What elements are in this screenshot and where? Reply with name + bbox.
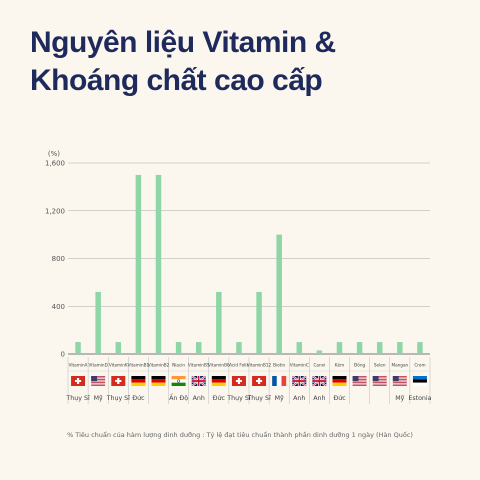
category-label: VitaminB6 — [208, 363, 230, 368]
page-title: Nguyên liệu Vitamin & Khoáng chất cao cấ… — [30, 24, 460, 100]
y-tick-label: 1,200 — [45, 207, 65, 215]
uk-flag-icon — [291, 375, 307, 387]
y-tick-label: 0 — [61, 351, 65, 359]
origin-label: Mỹ — [275, 394, 284, 402]
origin-label: Đức — [132, 394, 145, 402]
category-label: Đồng — [354, 363, 365, 368]
bar — [155, 174, 162, 354]
category-label: Mangan — [391, 363, 408, 368]
origin-label: Estonia — [408, 395, 431, 402]
estonia-flag-icon — [412, 376, 427, 386]
germany-flag-icon — [211, 376, 226, 386]
france-flag-icon — [272, 376, 287, 386]
origin-label: Anh — [293, 395, 305, 402]
origin-label: Anh — [193, 395, 205, 402]
usa-flag-icon — [392, 376, 407, 386]
bar — [417, 342, 423, 354]
origin-label: Đức — [213, 394, 226, 402]
category-label: Acid Folic — [229, 363, 249, 368]
bar — [316, 350, 323, 354]
category-label: Selen — [374, 363, 386, 368]
bar — [376, 342, 383, 354]
bar — [75, 342, 81, 354]
title-line-1: Nguyên liệu Vitamin & — [30, 26, 336, 59]
origin-label: Thụy Sĩ — [65, 395, 90, 402]
y-tick-label: 400 — [52, 303, 65, 311]
usa-flag-icon — [352, 376, 367, 386]
category-label: VitaminB12 — [247, 363, 272, 368]
category-label: VitaminA — [69, 363, 88, 368]
bar — [115, 342, 122, 354]
uk-flag-icon — [311, 375, 327, 387]
bar — [397, 342, 403, 354]
origin-label: Ấn Độ — [169, 392, 188, 402]
bar — [195, 342, 202, 354]
swiss-flag-icon — [111, 376, 126, 386]
bar — [336, 342, 343, 354]
footnote: % Tiêu chuẩn của hàm lượng dinh dưỡng : … — [67, 431, 413, 439]
bar — [296, 342, 303, 354]
category-label: Canxi — [313, 363, 325, 368]
category-label: VitaminB1 — [128, 363, 150, 368]
y-axis-unit: (%) — [48, 150, 60, 158]
bar — [356, 342, 363, 354]
bar — [95, 291, 101, 354]
origin-label: Thụy Sĩ — [246, 395, 271, 402]
category-label: Crom — [414, 363, 425, 368]
germany-flag-icon — [131, 376, 146, 386]
origin-label: Thụy Sĩ — [226, 395, 251, 402]
y-tick-label: 1,600 — [45, 160, 65, 168]
bar — [175, 342, 182, 354]
category-label: Biotin — [273, 363, 285, 368]
usa-flag-icon — [372, 376, 387, 386]
swiss-flag-icon — [71, 376, 86, 386]
swiss-flag-icon — [231, 376, 246, 386]
bar — [276, 234, 282, 354]
origin-label: Mỹ — [395, 394, 404, 402]
category-label: VitaminB2 — [148, 363, 170, 368]
uk-flag-icon — [191, 375, 207, 387]
bar — [216, 291, 222, 354]
bar — [256, 291, 262, 354]
category-label: Kẽm — [335, 363, 344, 368]
india-flag-icon — [171, 376, 186, 386]
origin-label: Đức — [333, 394, 346, 402]
bar — [236, 342, 242, 354]
germany-flag-icon — [151, 376, 166, 386]
category-label: Niacin — [172, 363, 185, 368]
germany-flag-icon — [332, 376, 347, 386]
category-label: VitaminK — [109, 363, 128, 368]
title-line-2: Khoáng chất cao cấp — [30, 64, 323, 97]
origin-label: Mỹ — [94, 394, 103, 402]
y-tick-label: 800 — [52, 255, 65, 263]
bar — [135, 174, 142, 354]
swiss-flag-icon — [252, 376, 267, 386]
category-label: VitaminB5 — [188, 363, 210, 368]
category-label: VitaminC — [290, 363, 309, 368]
origin-label: Thụy Sĩ — [106, 395, 131, 402]
category-label: VitaminD — [89, 363, 108, 368]
origin-label: Anh — [313, 395, 325, 402]
usa-flag-icon — [91, 376, 106, 386]
